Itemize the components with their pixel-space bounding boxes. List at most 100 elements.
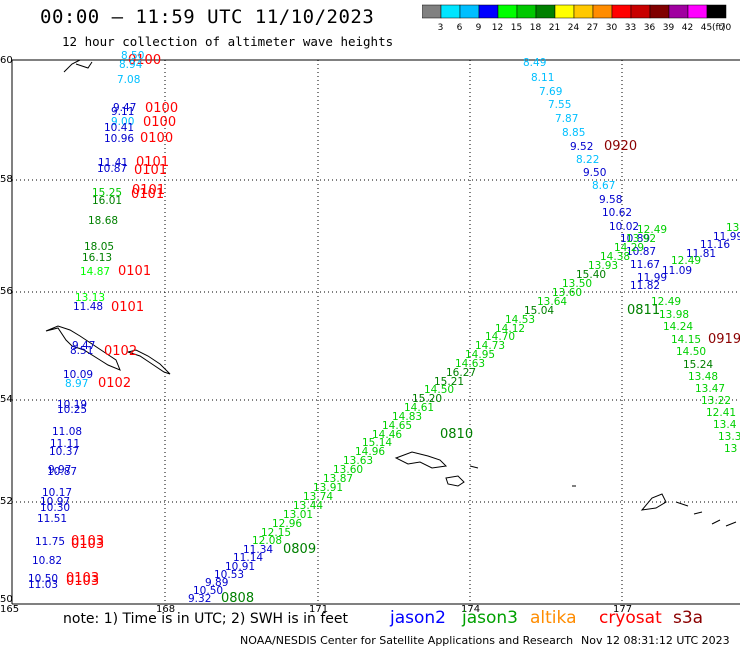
scale-label: 21 xyxy=(549,23,560,33)
wave-height-label: 14.83 xyxy=(392,411,422,423)
wave-height-label: 14.73 xyxy=(475,340,505,352)
wave-height-label: 7.08 xyxy=(117,74,140,86)
chart-title: 00:00 – 11:59 UTC 11/10/2023 xyxy=(40,6,375,28)
wave-height-label: 18.05 xyxy=(84,241,114,253)
scale-label: 18 xyxy=(530,23,542,33)
wave-height-label: 14.61 xyxy=(404,402,434,414)
credit-line: NOAA/NESDIS Center for Satellite Applica… xyxy=(240,634,574,647)
wave-height-label: 14.53 xyxy=(505,314,535,326)
wave-height-label: 8.49 xyxy=(523,57,546,69)
wave-height-label: 14.50 xyxy=(676,346,706,358)
wave-height-label: 10.09 xyxy=(63,369,93,381)
graticule xyxy=(12,60,740,604)
wave-height-label: 14.29 xyxy=(614,242,644,254)
wave-height-label: 15.24 xyxy=(683,359,713,371)
wave-height-label: 13.60 xyxy=(333,464,363,476)
scale-label: 3 xyxy=(438,23,444,33)
lon-label: 171 xyxy=(309,604,328,615)
wave-height-label: 10.30 xyxy=(40,502,70,514)
wave-height-label: 16.27 xyxy=(446,367,476,379)
scale-label: 9 xyxy=(476,23,482,33)
wave-height-label: 13.4 xyxy=(713,419,737,431)
wave-height-label: 9.58 xyxy=(599,194,622,206)
time-tag: 0808 xyxy=(221,591,254,606)
wave-height-label: 13 xyxy=(724,443,737,455)
color-scale-legend: 3 6 9 12 15 18 21 24 27 30 33 36 39 42 45 70(ft) xyxy=(422,4,732,33)
scale-label: 12 xyxy=(492,23,503,33)
wave-height-label: 9.47 xyxy=(72,340,95,352)
time-tag: 0101 xyxy=(111,300,144,315)
wave-height-label: 11.82 xyxy=(630,280,660,292)
footnote: note: 1) Time is in UTC; 2) SWH is in fe… xyxy=(63,611,349,627)
scale-label: 15 xyxy=(511,23,522,33)
track-altika-right: 8.49 8.11 7.697.55 7.87 8.85 8.22 8.67 xyxy=(523,57,615,192)
time-tag: 0920 xyxy=(604,139,637,154)
wave-height-label: 12.15 xyxy=(261,527,291,539)
time-tag: 0102 xyxy=(104,344,137,359)
wave-height-label: 10.19 xyxy=(57,399,87,411)
wave-height-label: 15.25 xyxy=(92,187,122,199)
lat-label: 54 xyxy=(0,394,13,405)
time-tag: 0101 xyxy=(136,155,169,170)
wave-height-label: 16.01 xyxy=(92,195,122,207)
wave-height-label: 9.32 xyxy=(188,593,211,605)
scale-label: 6 xyxy=(457,23,463,33)
longitude-labels: 165 168 171 174 177 xyxy=(0,604,632,615)
wave-height-label: 10.91 xyxy=(225,561,255,573)
scale-label: 70 xyxy=(720,23,732,33)
plot-frame xyxy=(11,59,740,605)
wave-height-label: 11.67 xyxy=(630,259,660,271)
wave-height-label: 11.03 xyxy=(28,579,58,591)
time-tag: 0103 xyxy=(66,571,99,586)
lat-label: 50 xyxy=(0,594,13,605)
time-tag: 0103 xyxy=(71,537,104,552)
wave-height-label: 14.63 xyxy=(455,358,485,370)
wave-height-label: 11.11 xyxy=(50,438,80,450)
wave-height-label: 13.60 xyxy=(552,287,582,299)
wave-height-label: 13.01 xyxy=(283,509,313,521)
wave-height-label: 10.50 xyxy=(193,585,223,597)
wave-height-label: 11.81 xyxy=(686,248,716,260)
scale-label: 30 xyxy=(606,23,618,33)
wave-height-label: 11.75 xyxy=(35,536,65,548)
wave-height-label: 11.14 xyxy=(233,552,263,564)
wave-height-label: 14.46 xyxy=(372,429,402,441)
wave-height-label: 8.67 xyxy=(592,180,615,192)
wave-height-label: 14.95 xyxy=(465,349,495,361)
lon-label: 174 xyxy=(461,604,480,615)
time-tag: 0811 xyxy=(627,303,660,318)
time-tag: 0919 xyxy=(708,332,740,347)
wave-height-label: 15.40 xyxy=(576,269,606,281)
wave-height-label: 8.85 xyxy=(562,127,585,139)
wave-height-label: 13.50 xyxy=(562,278,592,290)
wave-height-label: 9.47 xyxy=(113,102,136,114)
wave-height-label: 11.08 xyxy=(52,426,82,438)
wave-height-label: 7.55 xyxy=(548,99,571,111)
legend-jason3: jason3 xyxy=(462,608,518,628)
scale-label: 42 xyxy=(682,23,693,33)
wave-height-label: 12.08 xyxy=(252,535,282,547)
scale-label: 45 xyxy=(701,23,712,33)
wave-height-label: 10.87 xyxy=(97,163,127,175)
time-tag: 0103 xyxy=(71,534,104,549)
wave-height-label: 10.53 xyxy=(214,569,244,581)
wave-height-label: 12.49 xyxy=(637,224,667,236)
wave-height-label: 14.65 xyxy=(382,420,412,432)
wave-height-label: 14.70 xyxy=(485,331,515,343)
lon-label: 177 xyxy=(613,604,632,615)
wave-height-label: 14.38 xyxy=(600,251,630,263)
wave-height-label: 13.91 xyxy=(313,482,343,494)
wave-height-label: 10.82 xyxy=(32,555,62,567)
lon-label: 165 xyxy=(0,604,19,615)
wave-height-label: 13.47 xyxy=(695,383,725,395)
track-cryosat-left: 0100010001000100010101010101010101010101… xyxy=(66,53,178,589)
wave-height-label: 12.41 xyxy=(706,407,736,419)
wave-height-label: 10.02 xyxy=(609,221,639,233)
time-tag: 0809 xyxy=(283,542,316,557)
time-tag: 0101 xyxy=(134,163,167,178)
wave-height-label: 13.64 xyxy=(537,296,567,308)
scale-unit: (ft) xyxy=(712,23,726,33)
latitude-labels: 60 58 56 54 52 50 xyxy=(0,55,13,605)
wave-height-label: 9.11 xyxy=(111,106,134,118)
wave-height-label: 8.94 xyxy=(119,59,143,71)
